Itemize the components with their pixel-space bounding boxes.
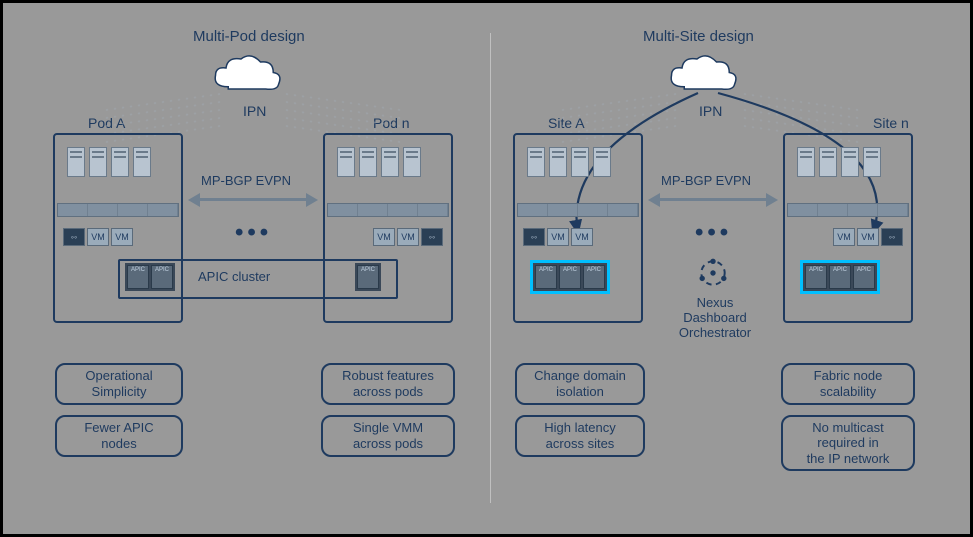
badge-single-vmm: Single VMM across pods [321,415,455,457]
apic-cluster-label: APIC cluster [198,269,270,284]
site-n-racks [797,147,881,177]
evpn-arrow-right [658,198,768,201]
left-title: Multi-Pod design [193,28,305,45]
badge-change-domain: Change domain isolation [515,363,645,405]
site-n-shelf [787,203,909,217]
apic-group-right: APIC [355,263,381,291]
badge-high-latency: High latency across sites [515,415,645,457]
center-divider [490,33,491,503]
badge-fabric-node: Fabric node scalability [781,363,915,405]
ipn-label-left: IPN [243,103,266,119]
apic-group-site-n: APICAPICAPIC [803,263,877,291]
vm-box: VM [547,228,569,246]
evpn-arrow-left [198,198,308,201]
badge-op-simplicity: Operational Simplicity [55,363,183,405]
badge-no-multicast: No multicast required in the IP network [781,415,915,471]
pod-n-shelf [327,203,449,217]
vm-box-dark: ◦◦ [881,228,903,246]
dots-right: ••• [695,219,732,247]
apic-group-left: APICAPIC [125,263,175,291]
pod-n-vmrow: VM VM ◦◦ [373,228,443,246]
site-n-label: Site n [873,115,909,131]
site-a-shelf [517,203,639,217]
architecture-diagram: { "outer_border_color": "#000000", "back… [3,3,970,534]
dots-left: ••• [235,219,272,247]
pod-n-racks [337,147,421,177]
site-a-vmrow: ◦◦ VM VM [523,228,593,246]
vm-box: VM [87,228,109,246]
vm-box-dark: ◦◦ [523,228,545,246]
pod-a-vmrow: ◦◦ VM VM [63,228,133,246]
apic-group-site-a: APICAPICAPIC [533,263,607,291]
ndo-label: Nexus Dashboard Orchestrator [675,295,755,340]
vm-box-dark: ◦◦ [421,228,443,246]
vm-box: VM [857,228,879,246]
pod-a-racks [67,147,151,177]
pod-a-shelf [57,203,179,217]
right-title: Multi-Site design [643,28,754,45]
site-a-racks [527,147,611,177]
vm-box: VM [373,228,395,246]
evpn-label-right: MP-BGP EVPN [661,173,751,188]
vm-box: VM [397,228,419,246]
site-n-vmrow: VM VM ◦◦ [833,228,903,246]
badge-robust: Robust features across pods [321,363,455,405]
vm-box: VM [111,228,133,246]
vm-box: VM [571,228,593,246]
evpn-label-left: MP-BGP EVPN [201,173,291,188]
vm-box: VM [833,228,855,246]
badge-fewer-apic: Fewer APIC nodes [55,415,183,457]
vm-box-dark: ◦◦ [63,228,85,246]
ndo-icon [695,255,731,296]
ipn-label-right: IPN [699,103,722,119]
